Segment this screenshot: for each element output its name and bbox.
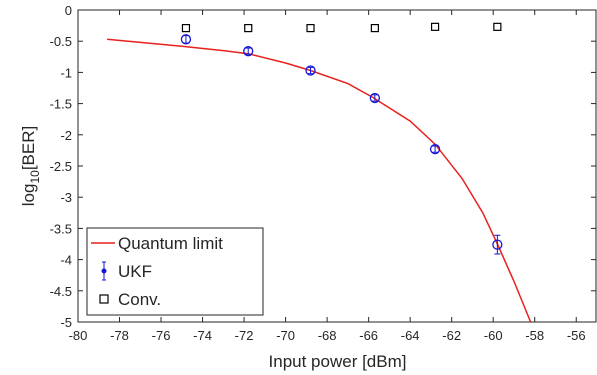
y-tick-label: -3.5	[50, 221, 72, 236]
conv-point	[244, 23, 253, 33]
legend-box	[86, 227, 264, 316]
ukf-point	[305, 65, 316, 76]
series-line-quantum-limit	[107, 38, 532, 323]
x-tick-label: -78	[110, 328, 129, 343]
y-axis-label: log10[BER]	[19, 126, 42, 206]
y-tick-label: -1.5	[50, 97, 72, 112]
x-tick-label: -74	[193, 328, 212, 343]
ukf-point	[180, 34, 192, 45]
legend-label: Conv.	[118, 290, 161, 309]
legend-label: UKF	[118, 262, 152, 281]
legend-label: Quantum limit	[118, 234, 223, 253]
ukf-point	[243, 46, 254, 57]
y-axis: 0 -0.5 -1 -1.5 -2 -2.5 -3 -3.5 -4 -4.5 -5	[50, 3, 596, 330]
y-tick-label: -3	[60, 190, 72, 205]
y-tick-label: -1	[60, 65, 72, 80]
conv-point	[306, 23, 315, 33]
x-tick-label: -76	[152, 328, 171, 343]
y-tick-label: -2	[60, 128, 72, 143]
x-tick-label: -64	[401, 328, 420, 343]
y-tick-label: -4.5	[50, 284, 72, 299]
conv-point	[181, 23, 191, 33]
conv-point	[493, 22, 502, 31]
ukf-point	[369, 92, 381, 104]
conv-point	[430, 22, 440, 31]
y-axis-label-subscript: 10	[28, 170, 42, 184]
y-tick-label: -2.5	[50, 159, 72, 174]
ukf-point	[492, 239, 503, 250]
x-axis-label: Input power [dBm]	[269, 352, 407, 371]
y-tick-label: -5	[60, 315, 72, 330]
x-tick-label: -58	[525, 328, 544, 343]
series-layer	[107, 22, 532, 323]
x-tick-label: -68	[318, 328, 337, 343]
y-tick-label: 0	[65, 3, 72, 18]
legend-swatch-marker	[101, 268, 107, 274]
x-tick-label: -56	[567, 328, 586, 343]
ukf-point	[429, 144, 441, 155]
conv-point	[370, 23, 379, 33]
legend: Quantum limit UKF Conv.	[86, 227, 264, 316]
y-tick-label: -0.5	[50, 34, 72, 49]
x-tick-label: -72	[235, 328, 254, 343]
x-axis: -80 -78 -76 -74 -72 -70 -68 -66 -64 -62 -60 -58 -56	[69, 10, 586, 343]
y-axis-label-prefix: log	[19, 184, 38, 207]
x-tick-label: -62	[442, 328, 461, 343]
x-tick-label: -80	[69, 328, 88, 343]
x-tick-label: -60	[484, 328, 503, 343]
y-axis-label-suffix: [BER]	[19, 126, 38, 170]
legend-swatch-square	[99, 294, 109, 304]
y-tick-label: -4	[60, 253, 72, 268]
x-tick-label: -66	[359, 328, 378, 343]
x-tick-label: -70	[276, 328, 295, 343]
